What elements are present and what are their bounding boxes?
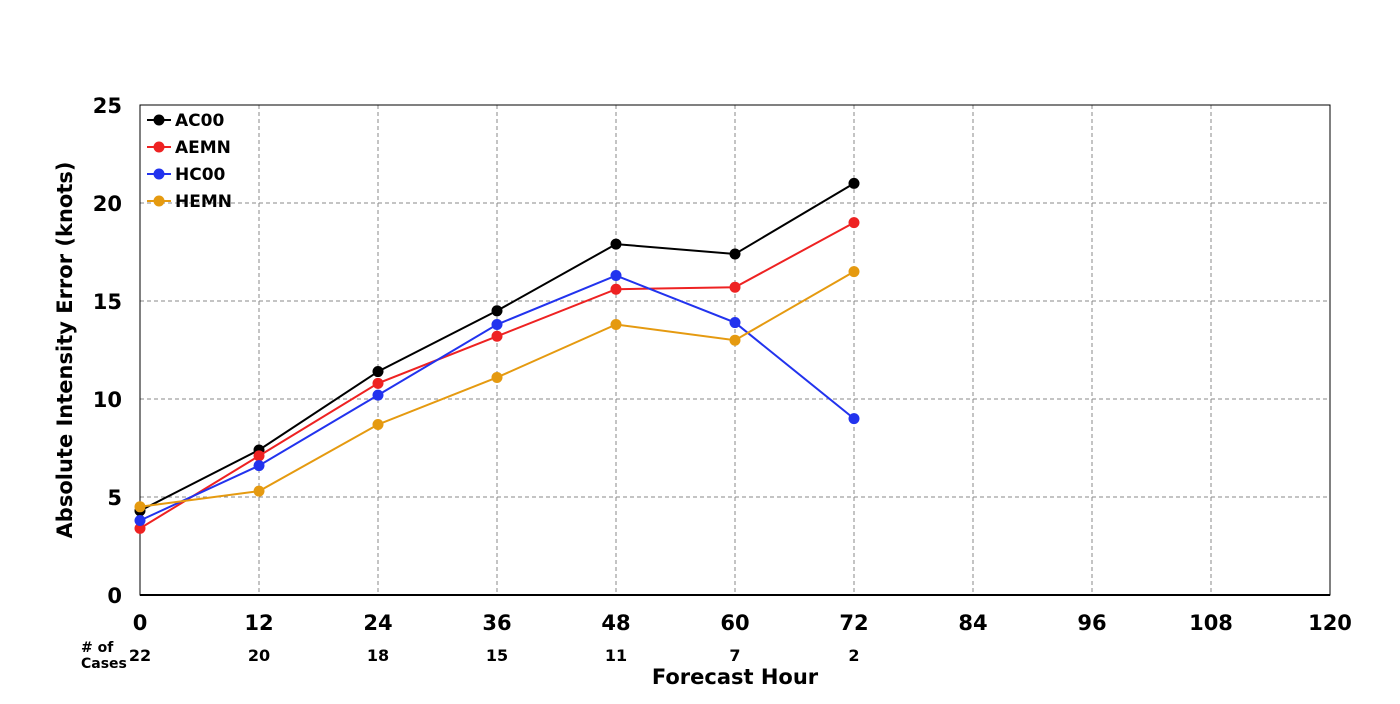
- x-tick-labels: 0 12 24 36 48 60 72 84 96 108 120: [133, 611, 1352, 635]
- data-point: [610, 270, 622, 282]
- cases-header-line1: # of: [81, 640, 114, 656]
- data-point: [253, 485, 265, 497]
- legend-label: AEMN: [175, 138, 231, 158]
- x-tick-label: 48: [601, 611, 630, 635]
- data-point: [610, 238, 622, 250]
- data-point: [848, 413, 860, 425]
- legend-item: HEMN: [147, 192, 232, 212]
- data-point: [134, 515, 146, 527]
- data-point: [372, 389, 384, 401]
- legend-label: HEMN: [175, 192, 232, 212]
- series-aemn: [134, 217, 860, 534]
- data-point: [729, 248, 741, 260]
- data-point: [491, 371, 503, 383]
- x-tick-label: 72: [839, 611, 868, 635]
- series-hc00: [134, 270, 860, 527]
- cases-header-line2: Cases: [81, 656, 127, 672]
- y-tick-labels: 0 5 10 15 20 25: [93, 94, 122, 608]
- y-tick-label: 5: [107, 486, 122, 510]
- case-count: 20: [248, 646, 270, 665]
- case-count: 15: [486, 646, 508, 665]
- data-point: [729, 317, 741, 329]
- x-axis-title: Forecast Hour: [652, 665, 819, 689]
- data-point: [134, 501, 146, 513]
- data-point: [372, 377, 384, 389]
- legend-item: HC00: [147, 165, 226, 185]
- data-point: [848, 266, 860, 278]
- x-tick-label: 36: [482, 611, 511, 635]
- data-point: [848, 217, 860, 229]
- gridlines: [140, 105, 1330, 595]
- x-tick-label: 108: [1189, 611, 1233, 635]
- y-tick-label: 20: [93, 192, 122, 216]
- data-point: [610, 319, 622, 331]
- data-point: [491, 330, 503, 342]
- legend-marker: [153, 195, 165, 207]
- y-tick-label: 15: [93, 290, 122, 314]
- x-tick-label: 120: [1308, 611, 1352, 635]
- legend-item: AEMN: [147, 138, 231, 158]
- x-tick-label: 84: [958, 611, 987, 635]
- y-tick-label: 25: [93, 94, 122, 118]
- data-point: [372, 366, 384, 378]
- legend-marker: [153, 168, 165, 180]
- data-point: [134, 522, 146, 534]
- series-layer: [134, 177, 860, 534]
- case-count: 18: [367, 646, 389, 665]
- case-count: 22: [129, 646, 151, 665]
- y-tick-label: 0: [107, 584, 122, 608]
- legend: AC00 AEMN HC00 HEMN: [147, 111, 232, 212]
- x-tick-label: 24: [363, 611, 392, 635]
- data-point: [253, 450, 265, 462]
- x-tick-label: 0: [133, 611, 148, 635]
- series-hemn: [134, 266, 860, 513]
- data-point: [491, 319, 503, 331]
- legend-label: AC00: [175, 111, 224, 131]
- case-count: 7: [729, 646, 740, 665]
- legend-marker: [153, 141, 165, 153]
- case-count: 2: [848, 646, 859, 665]
- x-tick-label: 96: [1077, 611, 1106, 635]
- legend-marker: [153, 114, 165, 126]
- data-point: [372, 418, 384, 430]
- case-count: 11: [605, 646, 627, 665]
- x-tick-label: 12: [244, 611, 273, 635]
- y-axis-title: Absolute Intensity Error (knots): [53, 162, 77, 539]
- legend-item: AC00: [147, 111, 224, 131]
- data-point: [491, 305, 503, 317]
- cases-row: # of Cases 22 20 18 15 11 7 2: [81, 640, 860, 672]
- y-tick-label: 10: [93, 388, 122, 412]
- data-point: [848, 177, 860, 189]
- data-point: [253, 460, 265, 472]
- data-point: [729, 281, 741, 293]
- legend-label: HC00: [175, 165, 226, 185]
- data-point: [610, 283, 622, 295]
- data-point: [729, 334, 741, 346]
- x-tick-label: 60: [720, 611, 749, 635]
